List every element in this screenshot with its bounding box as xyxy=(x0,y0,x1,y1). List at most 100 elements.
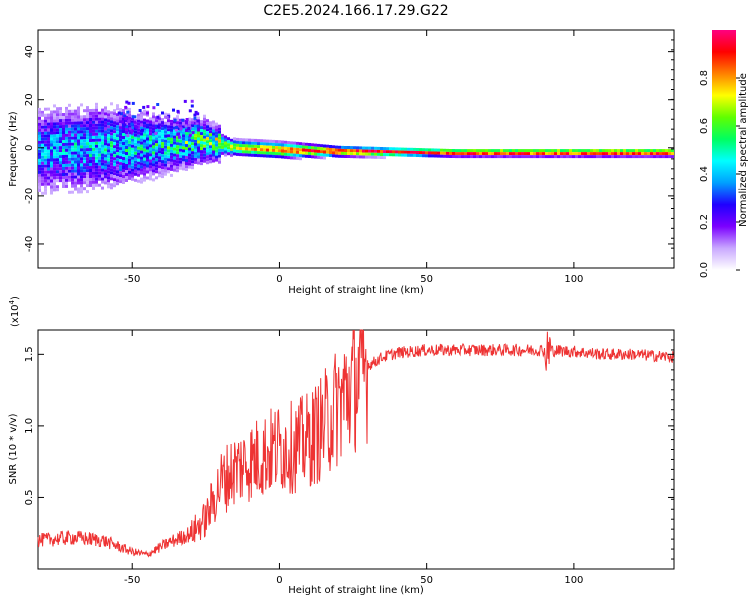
heat-cell xyxy=(137,152,140,156)
heat-cell xyxy=(140,120,143,124)
heat-cell xyxy=(146,170,149,174)
heat-cell xyxy=(401,153,404,157)
heat-cell xyxy=(182,122,185,126)
heat-cell xyxy=(575,152,578,156)
heat-cell xyxy=(176,157,179,161)
heat-cell xyxy=(47,176,50,180)
heat-cell xyxy=(446,148,449,152)
heat-cell xyxy=(392,150,395,154)
heat-cell xyxy=(47,125,50,129)
heat-cell xyxy=(164,121,167,125)
heat-cell xyxy=(125,113,128,116)
heat-cell xyxy=(107,182,110,186)
heat-cell xyxy=(224,153,227,157)
heat-cell xyxy=(293,144,296,148)
heat-cell xyxy=(95,105,98,109)
heat-cell xyxy=(122,178,125,181)
heat-cell xyxy=(101,153,104,157)
heat-cell xyxy=(344,155,347,158)
heat-cell xyxy=(74,133,77,137)
heat-cell xyxy=(107,119,110,123)
heat-cell xyxy=(62,143,65,146)
heat-cell xyxy=(104,160,107,164)
heat-cell xyxy=(113,124,116,128)
heat-cell xyxy=(236,137,239,141)
heat-cell xyxy=(41,173,44,177)
heat-cell xyxy=(347,146,350,149)
heat-cell xyxy=(47,137,50,141)
heat-cell xyxy=(47,134,50,138)
heat-cell xyxy=(227,149,230,153)
heat-cell xyxy=(152,151,155,155)
heat-cell xyxy=(119,123,122,127)
heat-cell xyxy=(212,135,215,139)
heat-cell xyxy=(122,118,125,121)
heat-cell xyxy=(482,149,485,153)
heat-cell xyxy=(101,177,104,181)
heat-cell xyxy=(371,146,374,150)
heat-cell xyxy=(311,149,314,153)
heat-cell xyxy=(203,135,206,139)
heat-cell xyxy=(188,144,191,148)
heat-cell xyxy=(449,152,452,155)
heat-cell xyxy=(419,151,422,155)
heat-cell xyxy=(117,111,121,115)
heat-cell xyxy=(116,152,119,156)
heat-cell xyxy=(347,149,350,152)
heat-cell xyxy=(158,120,161,124)
heat-cell xyxy=(113,151,116,155)
heat-cell xyxy=(176,118,179,122)
heat-cell xyxy=(98,177,101,181)
heat-cell xyxy=(119,162,122,166)
heat-cell xyxy=(53,155,56,159)
heat-cell xyxy=(92,120,95,124)
heat-cell xyxy=(65,112,68,116)
heat-cell xyxy=(515,155,518,159)
heat-cell xyxy=(158,168,161,172)
heat-cell xyxy=(80,169,83,173)
heat-cell xyxy=(641,155,644,159)
heat-cell xyxy=(311,143,314,147)
heat-cell xyxy=(104,139,107,143)
heat-cell xyxy=(218,139,221,143)
heat-cell xyxy=(107,164,110,168)
heat-cell xyxy=(533,155,536,159)
heat-cell xyxy=(257,154,260,158)
heat-cell xyxy=(128,167,131,171)
heat-cell xyxy=(59,119,62,123)
heat-cell xyxy=(149,141,152,145)
heat-cell xyxy=(74,145,77,149)
heat-cell xyxy=(143,127,146,131)
heat-cell xyxy=(146,105,150,109)
heat-cell xyxy=(263,139,266,143)
heat-cell xyxy=(92,159,95,163)
heat-cell xyxy=(116,149,119,153)
heat-cell xyxy=(440,151,443,155)
heat-cell xyxy=(152,154,155,158)
heat-cell xyxy=(44,173,47,177)
heat-cell xyxy=(176,163,179,167)
heat-cell xyxy=(317,149,320,153)
heat-cell xyxy=(164,169,167,173)
heat-cell xyxy=(539,149,542,153)
heat-cell xyxy=(506,152,509,156)
heat-cell xyxy=(62,161,65,164)
heat-cell xyxy=(152,121,155,125)
heat-cell xyxy=(617,152,620,156)
heat-cell xyxy=(161,130,164,134)
heat-cell xyxy=(71,130,74,134)
heat-cell xyxy=(314,143,317,147)
heat-cell xyxy=(293,156,296,160)
heat-cell xyxy=(56,185,59,189)
heat-cell xyxy=(89,157,92,160)
heat-cell xyxy=(104,178,107,182)
heat-cell xyxy=(131,153,134,157)
heat-cell xyxy=(242,144,245,148)
heat-cell xyxy=(77,151,80,155)
heat-cell xyxy=(44,134,47,138)
heat-cell xyxy=(95,108,98,112)
heat-cell xyxy=(191,139,194,143)
heat-cell xyxy=(89,163,92,166)
heat-cell xyxy=(131,115,135,119)
